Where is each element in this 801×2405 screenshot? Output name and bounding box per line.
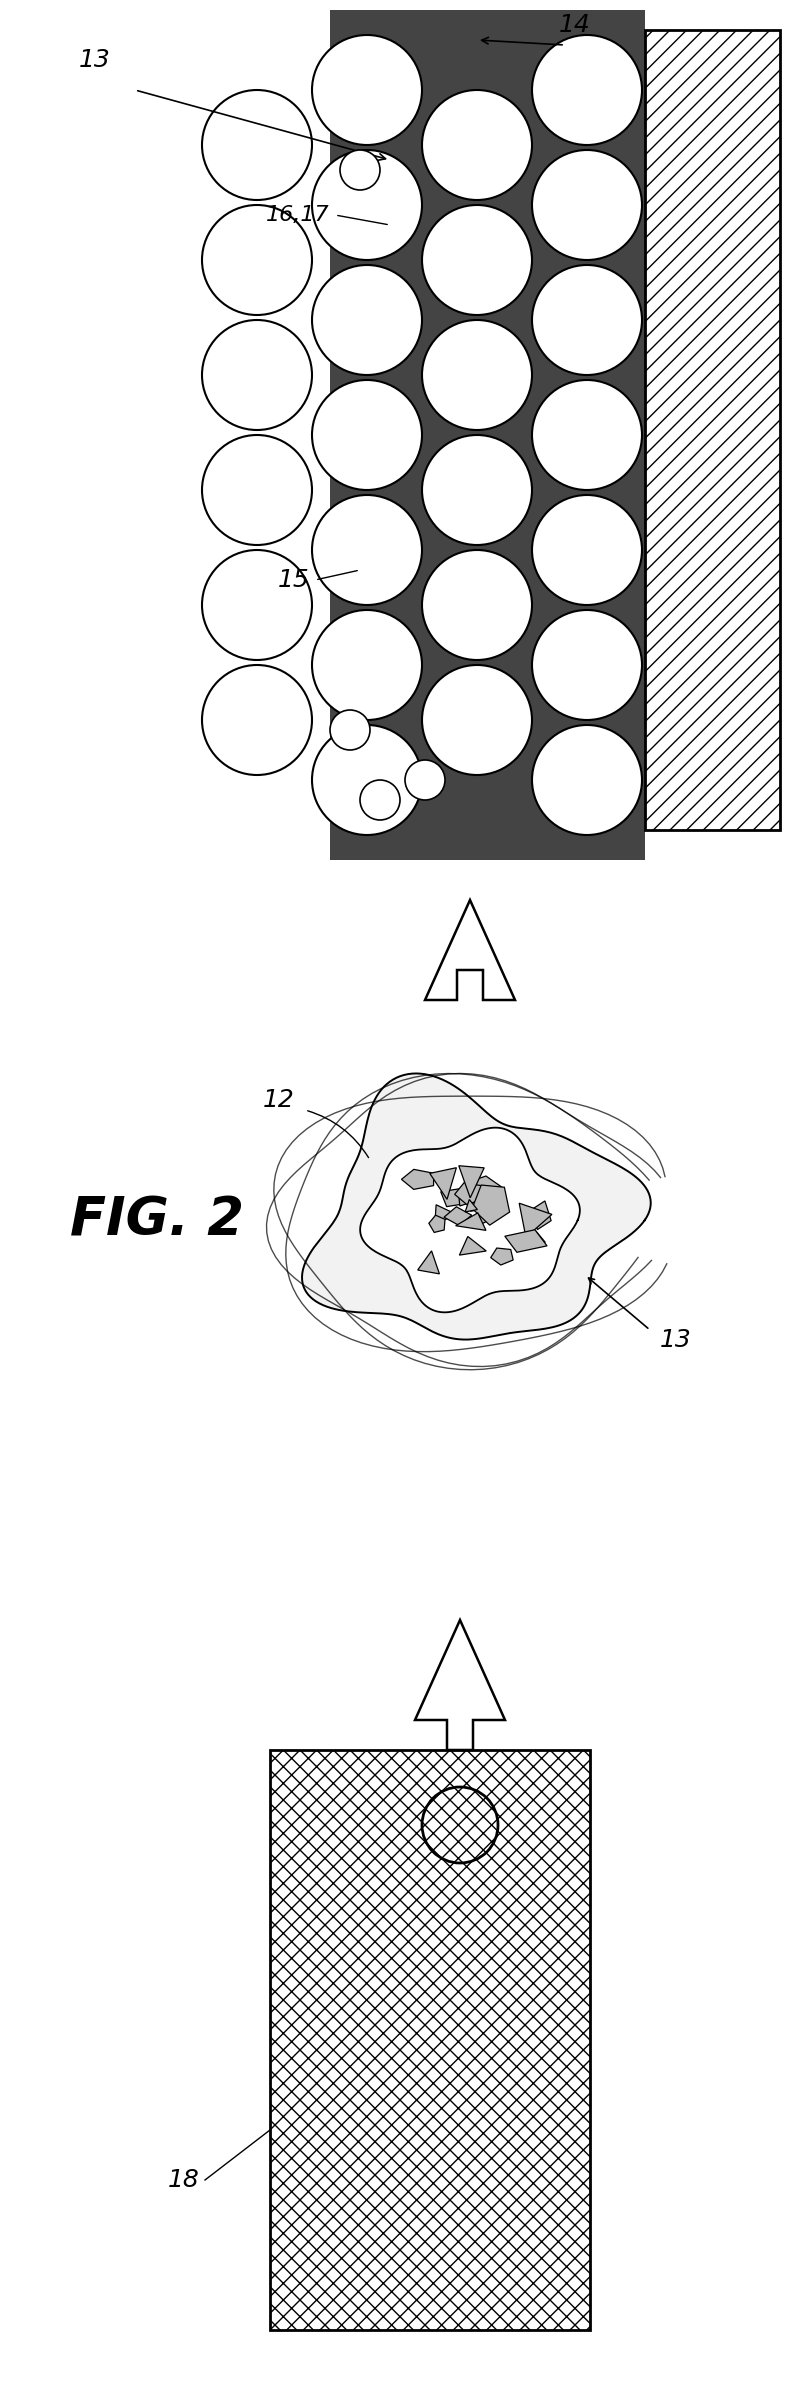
- Polygon shape: [429, 1215, 445, 1231]
- Polygon shape: [459, 1166, 484, 1198]
- Polygon shape: [465, 1176, 501, 1200]
- Circle shape: [422, 204, 532, 315]
- Polygon shape: [455, 1183, 484, 1205]
- Polygon shape: [477, 1210, 491, 1227]
- Polygon shape: [459, 1195, 479, 1205]
- Circle shape: [422, 666, 532, 774]
- Polygon shape: [360, 1128, 580, 1313]
- Bar: [270, 1751, 590, 2330]
- Circle shape: [422, 435, 532, 546]
- Circle shape: [532, 495, 642, 606]
- Circle shape: [532, 611, 642, 719]
- Polygon shape: [491, 1248, 513, 1265]
- Circle shape: [312, 611, 422, 719]
- Circle shape: [202, 666, 312, 774]
- Circle shape: [360, 779, 400, 820]
- Circle shape: [532, 36, 642, 144]
- Circle shape: [312, 36, 422, 144]
- Circle shape: [422, 551, 532, 659]
- Polygon shape: [472, 1186, 509, 1224]
- Circle shape: [312, 495, 422, 606]
- Circle shape: [340, 149, 380, 190]
- Circle shape: [202, 551, 312, 659]
- Polygon shape: [417, 1251, 440, 1275]
- Circle shape: [202, 89, 312, 200]
- Circle shape: [312, 724, 422, 835]
- Bar: [645, 29, 780, 830]
- Circle shape: [202, 435, 312, 546]
- Polygon shape: [302, 1073, 650, 1340]
- Polygon shape: [401, 1169, 433, 1190]
- Text: 15: 15: [278, 568, 310, 592]
- Polygon shape: [435, 1205, 457, 1224]
- Text: 14: 14: [559, 12, 591, 36]
- Text: 18: 18: [168, 2167, 200, 2191]
- Polygon shape: [505, 1229, 547, 1253]
- Polygon shape: [469, 1202, 479, 1212]
- Polygon shape: [465, 1200, 477, 1212]
- Circle shape: [422, 89, 532, 200]
- Text: 12: 12: [264, 1087, 295, 1111]
- Circle shape: [312, 380, 422, 491]
- Circle shape: [532, 724, 642, 835]
- Circle shape: [202, 320, 312, 430]
- Polygon shape: [415, 1621, 505, 1751]
- Text: 16,17: 16,17: [267, 204, 330, 226]
- Circle shape: [405, 760, 445, 801]
- Polygon shape: [456, 1212, 486, 1231]
- Circle shape: [422, 320, 532, 430]
- Polygon shape: [519, 1202, 552, 1236]
- Polygon shape: [430, 1169, 457, 1200]
- Polygon shape: [444, 1207, 472, 1227]
- Circle shape: [330, 709, 370, 750]
- Circle shape: [532, 265, 642, 375]
- Polygon shape: [441, 1188, 470, 1207]
- Circle shape: [532, 149, 642, 260]
- Text: 13: 13: [79, 48, 111, 72]
- Circle shape: [532, 380, 642, 491]
- Bar: [330, 10, 645, 861]
- Text: FIG. 2: FIG. 2: [70, 1193, 244, 1246]
- Polygon shape: [425, 899, 515, 1000]
- Text: 13: 13: [660, 1328, 692, 1352]
- Polygon shape: [521, 1231, 545, 1248]
- Circle shape: [312, 265, 422, 375]
- Circle shape: [202, 204, 312, 315]
- Polygon shape: [531, 1200, 551, 1229]
- Polygon shape: [460, 1236, 486, 1255]
- Circle shape: [312, 149, 422, 260]
